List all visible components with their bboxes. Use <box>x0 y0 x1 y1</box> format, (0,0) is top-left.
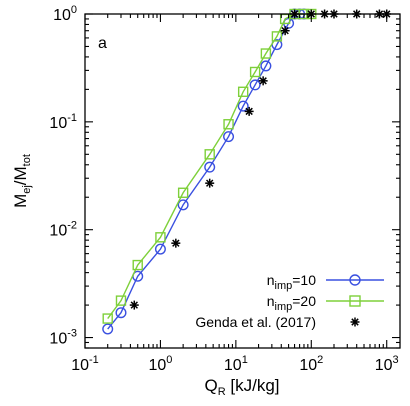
legend-marker-nimp10 <box>349 274 361 286</box>
x-axis-title: QR [kJ/kg] <box>204 376 279 398</box>
x-tick-exp: 2 <box>317 354 323 366</box>
y-tick-exp: -3 <box>67 328 77 340</box>
legend: nimp=10 nimp=20 Genda et al. (2017) <box>195 272 384 330</box>
x-tick-exp: -1 <box>89 354 99 366</box>
y-tick-exp: 0 <box>71 4 77 16</box>
data-point-square <box>249 66 261 78</box>
data-point-asterisk <box>258 76 268 86</box>
panel-label: a <box>98 35 107 52</box>
data-point-asterisk <box>129 300 139 310</box>
series-line <box>107 13 312 319</box>
legend-marker-genda <box>350 317 360 327</box>
y-axis-title: Mej/Mtot <box>11 154 33 208</box>
data-point-square <box>155 232 166 243</box>
data-point-asterisk <box>244 106 254 116</box>
data-point-circle <box>249 79 261 91</box>
x-tick-label: 102 <box>299 354 323 374</box>
x-tick-exp: 3 <box>393 354 399 366</box>
data-point-circle <box>115 307 127 319</box>
data-point-square <box>177 187 189 198</box>
plot-area <box>102 8 392 335</box>
y-tick-base: 10 <box>49 115 67 132</box>
x-axis-ticks: 10-1 100 101 102 103 <box>71 14 399 374</box>
data-point-circle <box>102 323 114 335</box>
data-point-asterisk <box>205 178 215 188</box>
plot-frame <box>84 13 401 349</box>
data-point-square <box>260 48 272 59</box>
y-tick-base: 10 <box>53 7 71 24</box>
legend-marker-nimp20 <box>349 295 361 307</box>
data-point-circle <box>237 100 249 112</box>
data-point-square <box>204 149 215 160</box>
y-tick-base: 10 <box>49 331 67 348</box>
y-tick-label: 100 <box>53 4 77 24</box>
x-tick-label: 103 <box>375 354 399 374</box>
x-tick-base: 10 <box>299 357 317 374</box>
x-tick-base: 10 <box>148 357 166 374</box>
series-line <box>107 13 304 330</box>
data-point-circle <box>177 199 189 211</box>
data-point-circle <box>154 243 166 255</box>
data-point-square <box>132 259 143 271</box>
data-point-circle <box>204 161 216 173</box>
y-tick-label: 10-2 <box>49 220 77 240</box>
x-tick-base: 10 <box>71 357 89 374</box>
data-point-asterisk <box>280 26 290 36</box>
x-tick-label: 100 <box>148 354 172 374</box>
x-tick-exp: 1 <box>242 354 248 366</box>
y-tick-exp: -1 <box>67 112 77 124</box>
data-point-square <box>223 119 234 130</box>
data-point-square <box>237 86 249 97</box>
legend-asterisk-shape <box>350 317 360 327</box>
x-tick-base: 10 <box>224 357 242 374</box>
y-tick-exp: -2 <box>67 220 77 232</box>
data-point-asterisk <box>171 238 181 248</box>
data-point-square <box>115 295 127 306</box>
x-tick-label: 101 <box>224 354 248 374</box>
x-tick-label: 10-1 <box>71 354 99 374</box>
series-2 <box>129 9 392 310</box>
x-tick-exp: 0 <box>166 354 172 366</box>
y-tick-base: 10 <box>49 223 67 240</box>
data-point-circle <box>260 60 272 72</box>
legend-entry-genda: Genda et al. (2017) <box>195 314 360 330</box>
x-tick-base: 10 <box>375 357 393 374</box>
legend-label-nimp20: nimp=20 <box>267 293 316 313</box>
y-tick-label: 10-1 <box>49 112 77 132</box>
legend-label-genda: Genda et al. (2017) <box>195 314 316 330</box>
legend-entry-nimp10: nimp=10 <box>267 272 384 292</box>
data-point-square <box>271 31 283 42</box>
data-point-square <box>102 313 113 324</box>
legend-entry-nimp20: nimp=20 <box>267 293 384 313</box>
y-tick-label: 10-3 <box>49 328 77 348</box>
legend-label-nimp10: nimp=10 <box>267 272 316 292</box>
data-point-circle <box>223 131 235 143</box>
